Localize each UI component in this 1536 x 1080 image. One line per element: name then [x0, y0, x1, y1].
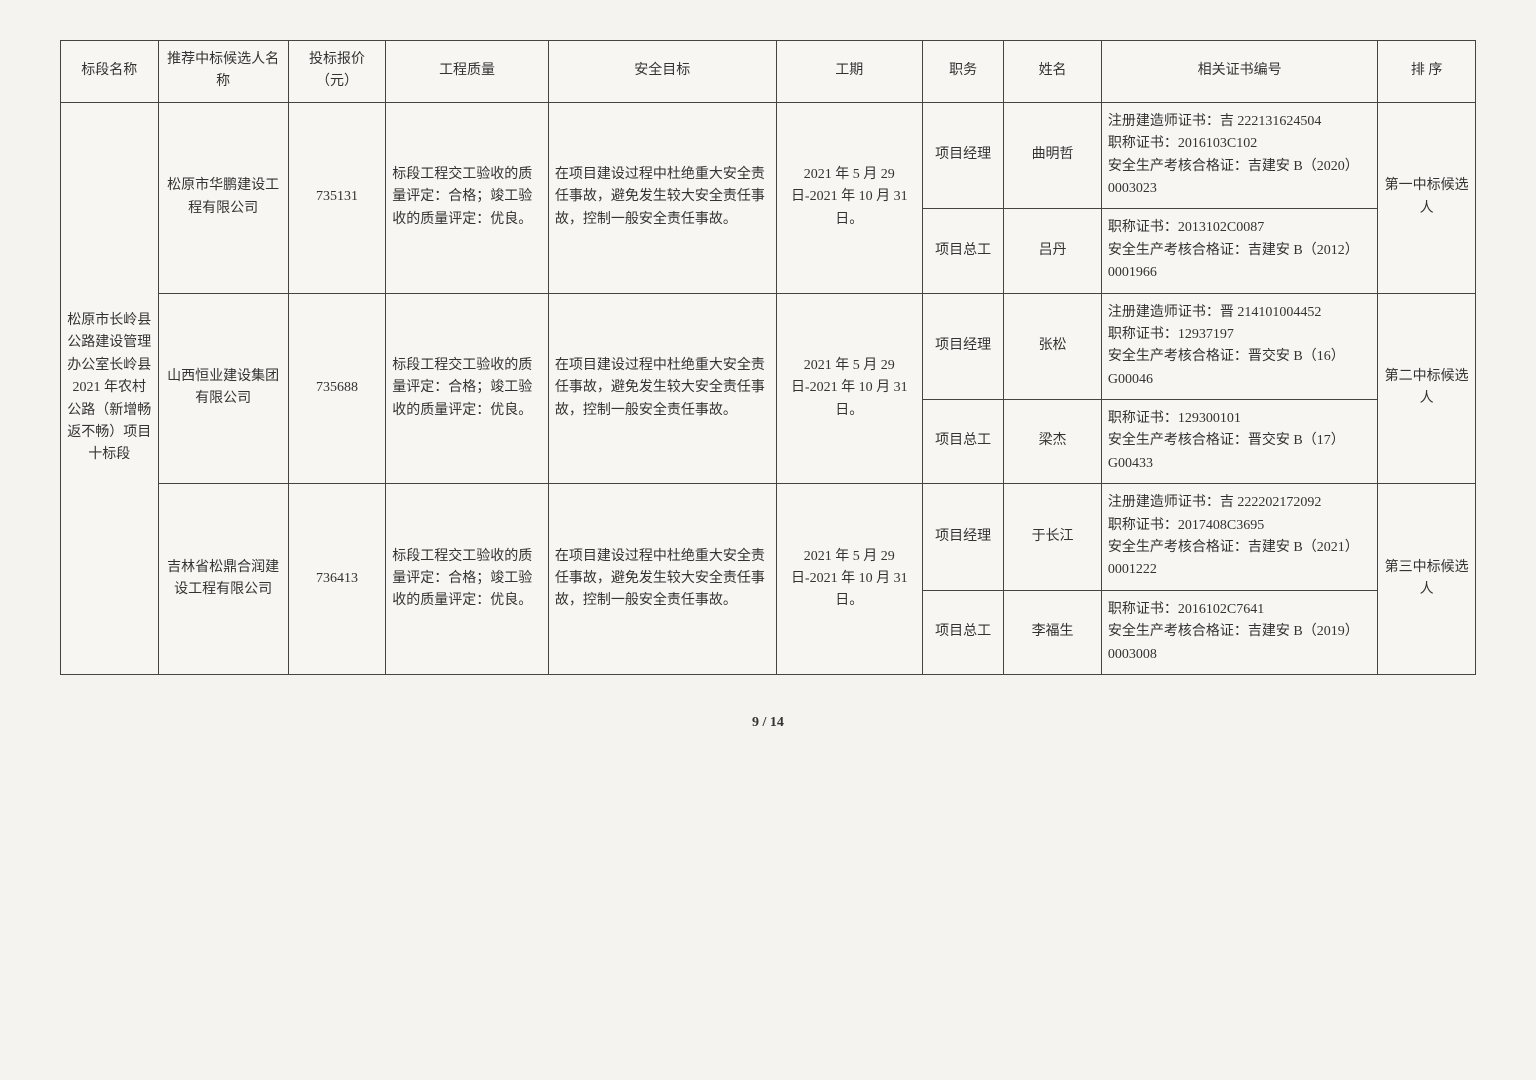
period-cell: 2021 年 5 月 29 日-2021 年 10 月 31 日。: [776, 293, 922, 484]
header-period: 工期: [776, 41, 922, 103]
role-cell: 项目总工: [922, 209, 1003, 293]
header-row: 标段名称 推荐中标候选人名称 投标报价（元） 工程质量 安全目标 工期 职务 姓…: [61, 41, 1476, 103]
cert-cell: 注册建造师证书：吉 222202172092职称证书：2017408C3695安…: [1101, 484, 1378, 591]
company-cell: 山西恒业建设集团有限公司: [158, 293, 288, 484]
quality-cell: 标段工程交工验收的质量评定：合格；竣工验收的质量评定：优良。: [386, 484, 549, 675]
price-cell: 735688: [288, 293, 386, 484]
rank-cell: 第一中标候选人: [1378, 102, 1476, 293]
cert-cell: 职称证书：2016102C7641安全生产考核合格证：吉建安 B（2019）00…: [1101, 590, 1378, 674]
header-safety: 安全目标: [548, 41, 776, 103]
safety-cell: 在项目建设过程中杜绝重大安全责任事故，避免发生较大安全责任事故，控制一般安全责任…: [548, 102, 776, 293]
role-cell: 项目总工: [922, 590, 1003, 674]
name-cell: 于长江: [1004, 484, 1102, 591]
period-cell: 2021 年 5 月 29 日-2021 年 10 月 31 日。: [776, 102, 922, 293]
header-quality: 工程质量: [386, 41, 549, 103]
rank-cell: 第二中标候选人: [1378, 293, 1476, 484]
quality-cell: 标段工程交工验收的质量评定：合格；竣工验收的质量评定：优良。: [386, 102, 549, 293]
table-row: 吉林省松鼎合润建设工程有限公司736413标段工程交工验收的质量评定：合格；竣工…: [61, 484, 1476, 591]
period-cell: 2021 年 5 月 29 日-2021 年 10 月 31 日。: [776, 484, 922, 675]
role-cell: 项目经理: [922, 102, 1003, 209]
table-row: 松原市长岭县公路建设管理办公室长岭县 2021 年农村公路（新增畅返不畅）项目十…: [61, 102, 1476, 209]
safety-cell: 在项目建设过程中杜绝重大安全责任事故，避免发生较大安全责任事故，控制一般安全责任…: [548, 484, 776, 675]
role-cell: 项目经理: [922, 293, 1003, 400]
cert-cell: 职称证书：2013102C0087安全生产考核合格证：吉建安 B（2012）00…: [1101, 209, 1378, 293]
header-price: 投标报价（元）: [288, 41, 386, 103]
role-cell: 项目总工: [922, 400, 1003, 484]
table-row: 山西恒业建设集团有限公司735688标段工程交工验收的质量评定：合格；竣工验收的…: [61, 293, 1476, 400]
cert-cell: 职称证书：129300101安全生产考核合格证：晋交安 B（17）G00433: [1101, 400, 1378, 484]
section-name-cell: 松原市长岭县公路建设管理办公室长岭县 2021 年农村公路（新增畅返不畅）项目十…: [61, 102, 159, 674]
header-role: 职务: [922, 41, 1003, 103]
company-cell: 吉林省松鼎合润建设工程有限公司: [158, 484, 288, 675]
name-cell: 李福生: [1004, 590, 1102, 674]
name-cell: 张松: [1004, 293, 1102, 400]
page-footer: 9 / 14: [60, 715, 1476, 731]
header-cert: 相关证书编号: [1101, 41, 1378, 103]
name-cell: 曲明哲: [1004, 102, 1102, 209]
name-cell: 吕丹: [1004, 209, 1102, 293]
header-section: 标段名称: [61, 41, 159, 103]
header-name: 姓名: [1004, 41, 1102, 103]
name-cell: 梁杰: [1004, 400, 1102, 484]
rank-cell: 第三中标候选人: [1378, 484, 1476, 675]
quality-cell: 标段工程交工验收的质量评定：合格；竣工验收的质量评定：优良。: [386, 293, 549, 484]
role-cell: 项目经理: [922, 484, 1003, 591]
safety-cell: 在项目建设过程中杜绝重大安全责任事故，避免发生较大安全责任事故，控制一般安全责任…: [548, 293, 776, 484]
header-company: 推荐中标候选人名称: [158, 41, 288, 103]
cert-cell: 注册建造师证书：晋 214101004452职称证书：12937197安全生产考…: [1101, 293, 1378, 400]
price-cell: 736413: [288, 484, 386, 675]
bid-candidates-table: 标段名称 推荐中标候选人名称 投标报价（元） 工程质量 安全目标 工期 职务 姓…: [60, 40, 1476, 675]
price-cell: 735131: [288, 102, 386, 293]
header-rank: 排 序: [1378, 41, 1476, 103]
company-cell: 松原市华鹏建设工程有限公司: [158, 102, 288, 293]
cert-cell: 注册建造师证书：吉 222131624504职称证书：2016103C102安全…: [1101, 102, 1378, 209]
